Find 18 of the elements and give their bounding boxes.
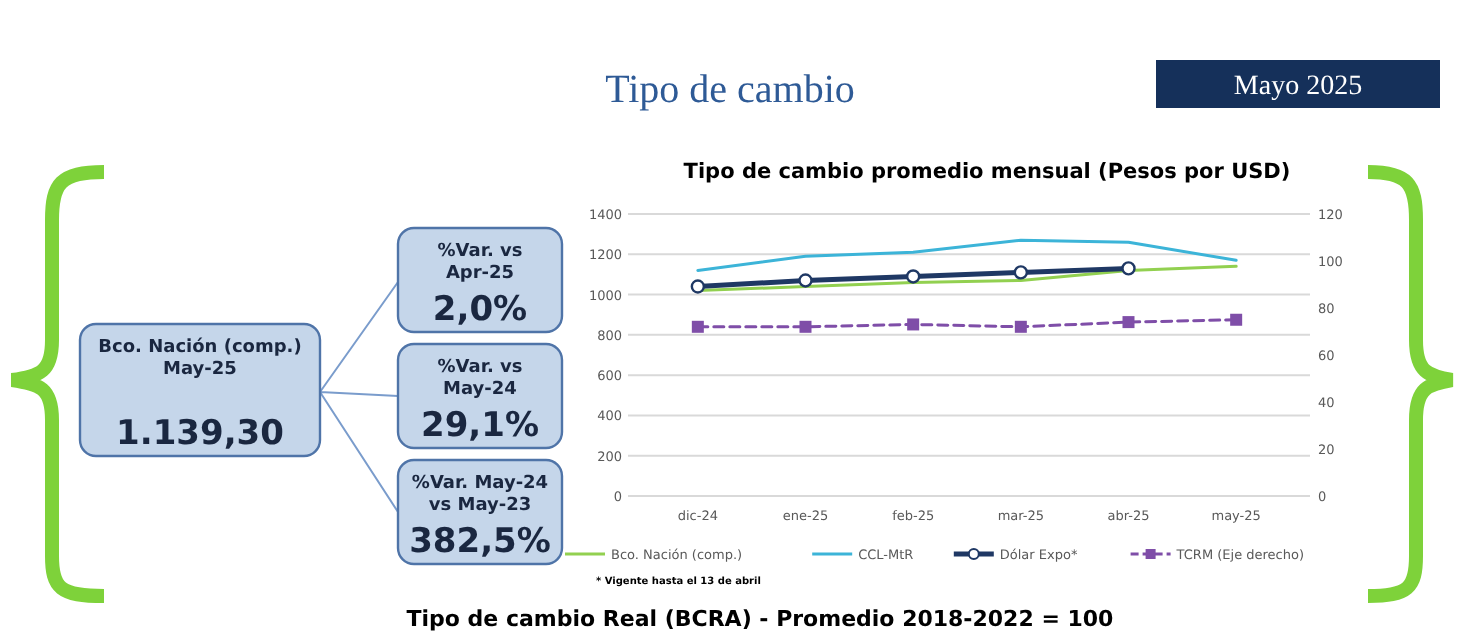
line-series (696, 238, 1238, 272)
point (1121, 261, 1136, 276)
text: Bco. Nación (comp.) May-25 (98, 336, 302, 380)
text: Mayo 2025 (1233, 72, 1363, 102)
point (690, 279, 706, 294)
text: Tipo de cambio Real (BCRA) - Promedio 2018-2022 = 100 (406, 606, 1115, 632)
text: 382,5% (409, 522, 551, 562)
text: Tipo de cambio (605, 68, 855, 112)
chart-title: Tipo de cambio promedio mensual (Pesos por USD) (683, 160, 1291, 184)
text: 29,1% (421, 406, 539, 446)
text: %Var. vs Apr-25 (437, 242, 523, 284)
point (798, 273, 813, 288)
text: 1.139,30 (116, 414, 285, 454)
text: %Var. May-24 vs May-23 (411, 474, 549, 516)
text: %Var. vs May-24 (437, 358, 523, 400)
point (1013, 265, 1029, 280)
point (905, 269, 921, 284)
text: 2,0% (432, 290, 528, 330)
